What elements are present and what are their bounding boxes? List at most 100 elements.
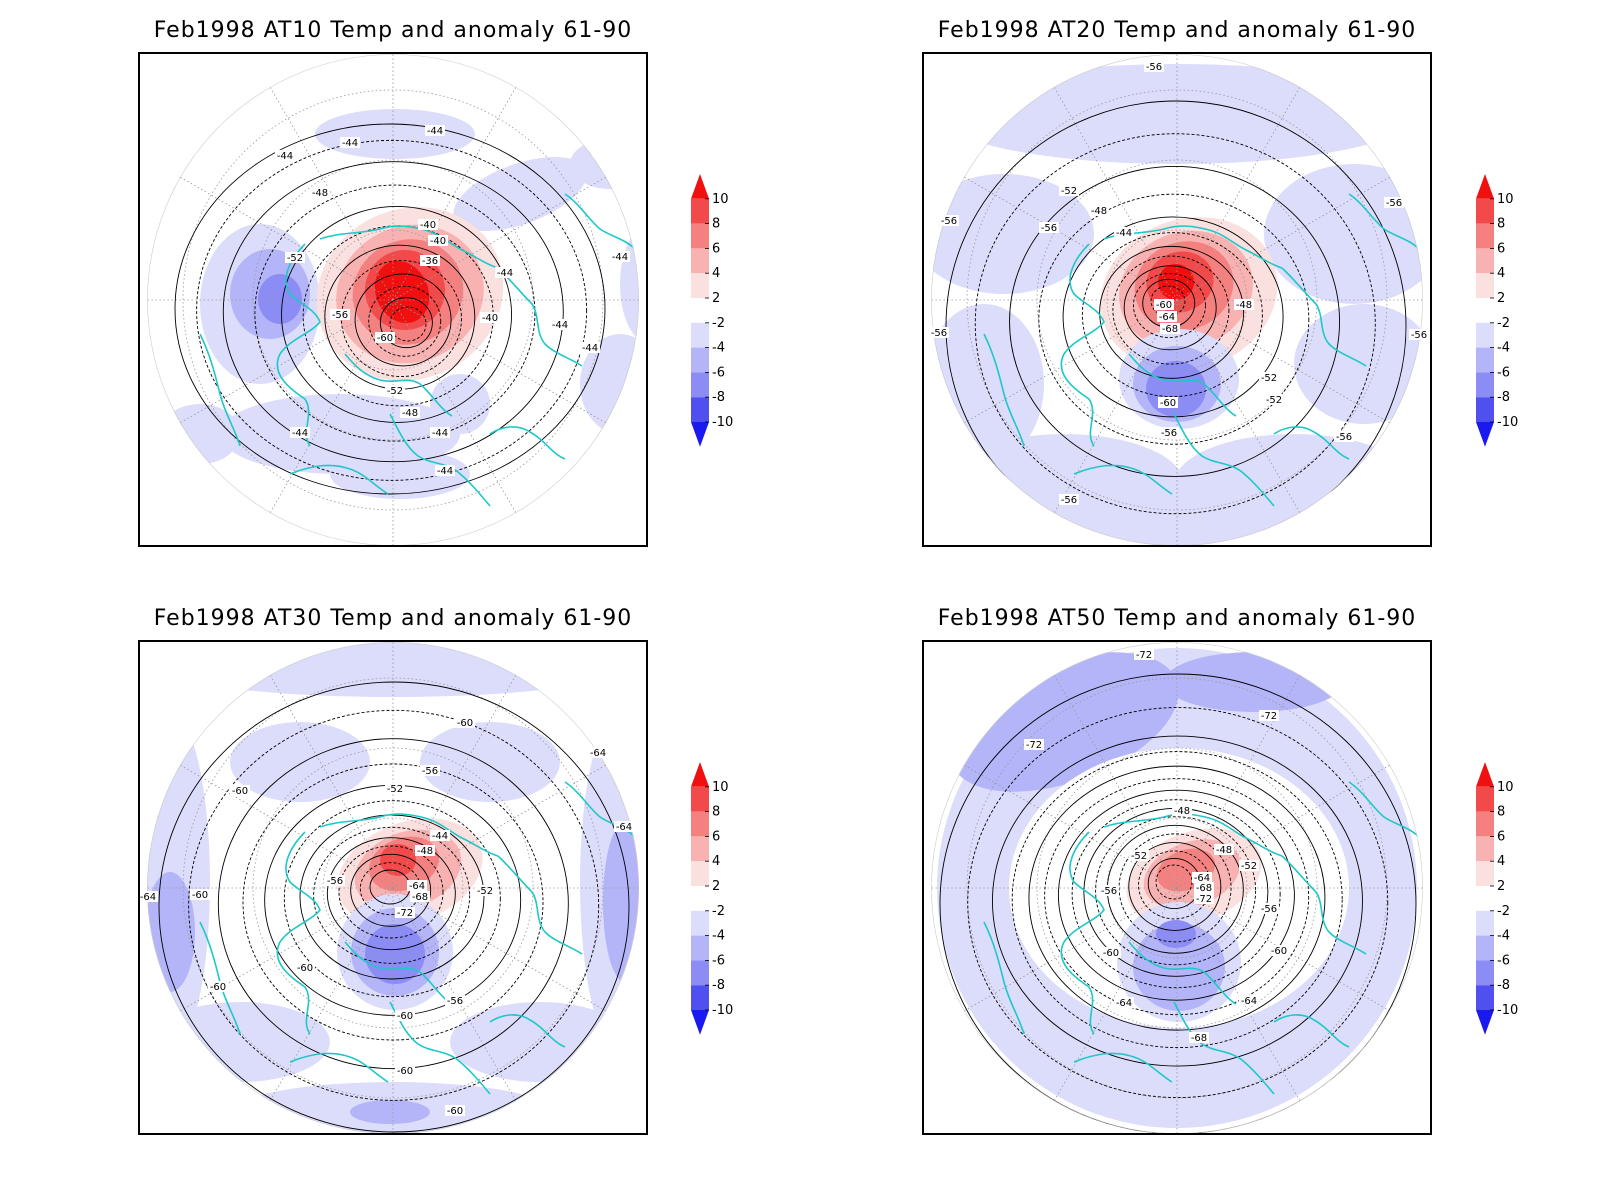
contour-label: -44 bbox=[495, 267, 515, 279]
colorbar-band bbox=[691, 273, 709, 298]
colorbar-label: -4 bbox=[712, 929, 725, 944]
contour-label: -60 bbox=[1154, 299, 1174, 311]
contour-label: -72 bbox=[1194, 893, 1214, 905]
contour-label: -56 bbox=[1144, 61, 1164, 73]
contour-label: -72 bbox=[1134, 649, 1154, 661]
contour-label: -60 bbox=[190, 889, 210, 901]
panel-title-at50: Feb1998 AT50 Temp and anomaly 61-90 bbox=[937, 606, 1417, 631]
colorbar-band bbox=[691, 960, 709, 986]
contour-label: -44 bbox=[1114, 227, 1134, 239]
colorbar-band bbox=[1476, 861, 1494, 886]
coastlines bbox=[983, 193, 1420, 525]
contour-label-text: -60 bbox=[397, 1011, 413, 1022]
colorbar-arrow-top bbox=[1476, 762, 1494, 787]
contour-label-text: -52 bbox=[1061, 186, 1077, 197]
contour-label-text: -44 bbox=[342, 138, 358, 149]
contour-label-text: -48 bbox=[402, 408, 418, 419]
colorbar-arrow-bottom bbox=[691, 1010, 709, 1035]
contour-label: -68 bbox=[1194, 882, 1214, 894]
colorbar-at30: 10 8 6 4 2 -2 -4 -6 -8 -10 bbox=[685, 758, 755, 1048]
contour-label-text: -60 bbox=[447, 1106, 463, 1117]
contour-label: -52 bbox=[1059, 185, 1079, 197]
colorbar-arrow-top bbox=[691, 174, 709, 199]
colorbar-arrow-top bbox=[1476, 174, 1494, 199]
colorbar-band bbox=[1476, 347, 1494, 373]
colorbar-band bbox=[691, 886, 709, 911]
contour-label: -56 bbox=[1259, 903, 1279, 915]
colorbar-label: -8 bbox=[1497, 978, 1510, 993]
contour-label: -56 bbox=[1334, 431, 1354, 443]
colorbar-band bbox=[691, 861, 709, 886]
contour-label-text: -72 bbox=[397, 908, 413, 919]
contour-labels: -72-72-72-48-52-48-52-56-64-68-72-56-60-… bbox=[1024, 649, 1289, 1044]
contour-label-text: -68 bbox=[1191, 1033, 1207, 1044]
contour-label-text: -48 bbox=[1216, 845, 1232, 856]
contour-label-text: -44 bbox=[427, 126, 443, 137]
contour-label-text: -44 bbox=[292, 428, 308, 439]
contour-label: -44 bbox=[430, 427, 450, 439]
contour-label: -52 bbox=[1239, 860, 1259, 872]
contour-label: -36 bbox=[420, 255, 440, 267]
colorbar-label: -10 bbox=[712, 1003, 733, 1018]
colorbar-label: 8 bbox=[712, 805, 720, 820]
contour-label-text: -44 bbox=[582, 343, 598, 354]
contour-label: -56 bbox=[1059, 494, 1079, 506]
contour-label-text: -64 bbox=[616, 822, 632, 833]
contour-label: -56 bbox=[1039, 222, 1059, 234]
contour-label-text: -60 bbox=[1156, 300, 1172, 311]
contour-label-text: -56 bbox=[447, 996, 463, 1007]
contour-label-text: -60 bbox=[457, 718, 473, 729]
colorbar-label: 10 bbox=[712, 192, 729, 207]
contour-label-text: -52 bbox=[387, 386, 403, 397]
contour-label: -60 bbox=[445, 1105, 465, 1117]
colorbar-label: -2 bbox=[1497, 316, 1510, 331]
colorbar-band bbox=[1476, 273, 1494, 298]
colorbar-band bbox=[1476, 886, 1494, 911]
contour-label-text: -44 bbox=[1116, 228, 1132, 239]
contour-label: -64 bbox=[407, 880, 427, 892]
contour-label-text: -52 bbox=[287, 253, 303, 264]
contour-label: -48 bbox=[415, 845, 435, 857]
colorbar-label: -2 bbox=[712, 904, 725, 919]
contour-label: -48 bbox=[400, 407, 420, 419]
contour-label: -44 bbox=[275, 150, 295, 162]
contour-label: -52 bbox=[385, 385, 405, 397]
temperature-contours bbox=[158, 681, 630, 1133]
contour-label-text: -44 bbox=[437, 466, 453, 477]
contour-label: -44 bbox=[435, 465, 455, 477]
colorbar-band bbox=[1476, 960, 1494, 986]
contour-label: -44 bbox=[290, 427, 310, 439]
colorbar-label: 4 bbox=[1497, 266, 1505, 281]
contour-label: -44 bbox=[340, 137, 360, 149]
contour-label-text: -56 bbox=[1161, 428, 1177, 439]
contour-label: -44 bbox=[430, 830, 450, 842]
colorbar-band bbox=[691, 985, 709, 1010]
contour-label: -64 bbox=[1239, 995, 1259, 1007]
contour-label: -56 bbox=[325, 875, 345, 887]
contour-label-text: -60 bbox=[397, 1066, 413, 1077]
contour-label: -60 bbox=[230, 785, 250, 797]
contour-label: -72 bbox=[1259, 710, 1279, 722]
contour-label-text: -72 bbox=[1136, 650, 1152, 661]
colorbar-label: 6 bbox=[712, 829, 720, 844]
colorbar-label: 8 bbox=[1497, 805, 1505, 820]
colorbar-band bbox=[691, 198, 709, 224]
contour-label: -60 bbox=[1101, 947, 1121, 959]
contour-label-text: -52 bbox=[1261, 373, 1277, 384]
contour-label-text: -48 bbox=[1091, 206, 1107, 217]
contour-label-text: -64 bbox=[1116, 998, 1132, 1009]
contour-label-text: -48 bbox=[1174, 806, 1190, 817]
colorbar-band bbox=[1476, 786, 1494, 812]
colorbar-arrow-bottom bbox=[1476, 1010, 1494, 1035]
colorbar-label: 10 bbox=[1497, 192, 1514, 207]
contour-label: -60 bbox=[1158, 397, 1178, 409]
contour-label-text: -52 bbox=[1266, 395, 1282, 406]
contour-label-text: -56 bbox=[1336, 432, 1352, 443]
colorbar-label: 2 bbox=[712, 879, 720, 894]
colorbar-label: -10 bbox=[1497, 1003, 1518, 1018]
contour-label: -44 bbox=[580, 342, 600, 354]
contour-label: -44 bbox=[425, 125, 445, 137]
contour-label: -44 bbox=[550, 319, 570, 331]
colorbar-label: 6 bbox=[1497, 829, 1505, 844]
contour-label-text: -60 bbox=[377, 333, 393, 344]
